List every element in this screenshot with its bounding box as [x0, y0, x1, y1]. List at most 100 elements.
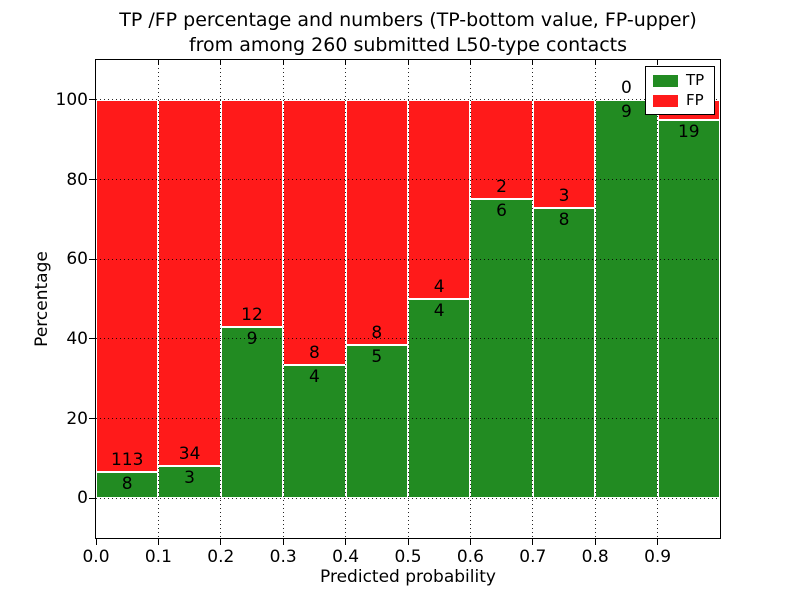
- legend-item-tp: TP: [653, 72, 714, 89]
- x-tick-mark: [157, 538, 159, 545]
- x-tick-mark-top: [407, 60, 409, 65]
- tp-bar-segment: [470, 199, 533, 499]
- fp-bar-segment: [283, 99, 346, 366]
- grid-line-vertical: [594, 60, 596, 538]
- legend-item-fp: FP: [653, 92, 714, 109]
- x-tick-label: 0.5: [394, 547, 422, 567]
- y-tick-mark: [89, 179, 96, 180]
- fp-bar-segment: [532, 99, 596, 209]
- x-tick-label: 0.4: [332, 547, 360, 567]
- chart-title-line2: from among 260 submitted L50-type contac…: [188, 34, 628, 56]
- chart-title: TP /FP percentage and numbers (TP-bottom…: [96, 8, 720, 58]
- y-tick-label: 40: [66, 328, 88, 349]
- tp-count-label: 5: [371, 346, 383, 367]
- x-tick-mark: [282, 538, 284, 545]
- y-tick-label: 0: [77, 488, 88, 509]
- fp-count-label: 8: [308, 343, 320, 364]
- y-tick-mark: [89, 497, 96, 499]
- tp-bar-segment: [96, 471, 159, 499]
- grid-line-vertical: [657, 60, 659, 538]
- x-tick-label: 0.2: [207, 547, 235, 567]
- x-tick-mark-top: [657, 60, 659, 65]
- x-tick-label: 0.0: [82, 547, 110, 567]
- x-tick-mark: [95, 538, 97, 545]
- fp-bar-segment: [470, 99, 533, 200]
- tp-count-label: 8: [558, 210, 570, 231]
- grid-line-vertical: [282, 60, 284, 538]
- x-tick-mark-top: [345, 60, 347, 65]
- x-tick-mark-top: [282, 60, 284, 65]
- fp-count-label: 0: [620, 77, 632, 98]
- tp-bar-segment: [408, 299, 471, 499]
- tp-bar-segment: [657, 119, 720, 499]
- fp-bar-segment: [158, 99, 221, 466]
- tp-bar-segment: [220, 327, 284, 499]
- grid-line-vertical: [220, 60, 222, 538]
- fp-bar-segment: [345, 99, 408, 345]
- fp-count-label: 34: [178, 443, 201, 464]
- legend-label-tp: TP: [686, 71, 705, 89]
- x-tick-label: 0.9: [644, 547, 672, 567]
- fp-count-label: 3: [558, 186, 570, 207]
- fp-count-label: 8: [371, 322, 383, 343]
- x-tick-label: 0.8: [581, 547, 609, 567]
- tp-bar-segment: [595, 99, 658, 499]
- y-tick-label: 100: [55, 89, 88, 110]
- y-tick-mark: [89, 418, 96, 419]
- x-tick-mark-top: [157, 60, 159, 65]
- chart-title-line1: TP /FP percentage and numbers (TP-bottom…: [119, 9, 697, 31]
- tp-bar-segment: [345, 344, 408, 499]
- y-tick-label: 80: [66, 169, 88, 190]
- fp-bar-segment: [220, 99, 284, 328]
- x-tick-label: 0.6: [456, 547, 484, 567]
- tp-count-label: 9: [246, 329, 258, 350]
- x-tick-label: 0.7: [519, 547, 547, 567]
- tp-bar-segment: [283, 365, 346, 499]
- x-tick-mark-top: [532, 60, 534, 65]
- tp-count-label: 4: [433, 301, 445, 321]
- x-tick-mark-top: [594, 60, 596, 65]
- x-tick-mark-top: [469, 60, 471, 65]
- fp-bar-segment: [408, 99, 471, 299]
- fp-count-label: 113: [110, 449, 144, 470]
- tp-count-label: 4: [308, 367, 320, 388]
- tp-count-label: 8: [121, 473, 133, 494]
- tp-bar-segment: [158, 465, 221, 499]
- x-tick-mark: [532, 538, 534, 545]
- legend: TP FP: [645, 66, 715, 115]
- tp-count-label: 19: [677, 121, 700, 142]
- tp-count-label: 6: [496, 201, 507, 222]
- x-tick-mark: [594, 538, 596, 545]
- x-tick-mark: [469, 538, 471, 545]
- y-tick-label: 60: [66, 249, 88, 270]
- x-tick-label: 0.3: [269, 547, 297, 567]
- x-tick-mark: [407, 538, 409, 545]
- fp-count-label: 12: [241, 305, 263, 326]
- y-tick-mark: [89, 99, 96, 101]
- x-tick-label: 0.1: [144, 547, 172, 567]
- tp-bar-segment: [532, 208, 596, 499]
- tp-count-label: 3: [184, 467, 195, 488]
- fp-swatch-icon: [653, 94, 678, 107]
- x-axis-label: Predicted probability: [320, 567, 496, 587]
- y-tick-mark: [89, 258, 96, 260]
- x-tick-mark-top: [220, 60, 222, 65]
- grid-line-vertical: [345, 60, 347, 538]
- tp-count-label: 9: [620, 101, 632, 122]
- x-tick-mark: [345, 538, 347, 545]
- grid-line-vertical: [469, 60, 471, 538]
- grid-line-vertical: [157, 60, 159, 538]
- y-tick-mark: [89, 338, 96, 340]
- grid-line-vertical: [407, 60, 409, 538]
- x-tick-mark: [657, 538, 659, 545]
- y-tick-label: 20: [66, 408, 88, 429]
- tp-swatch-icon: [653, 74, 678, 87]
- fp-count-label: 2: [496, 177, 507, 198]
- grid-line-vertical: [532, 60, 534, 538]
- legend-label-fp: FP: [686, 91, 704, 109]
- x-tick-mark: [220, 538, 222, 545]
- fp-count-label: 4: [433, 277, 445, 297]
- fp-bar-segment: [96, 99, 159, 472]
